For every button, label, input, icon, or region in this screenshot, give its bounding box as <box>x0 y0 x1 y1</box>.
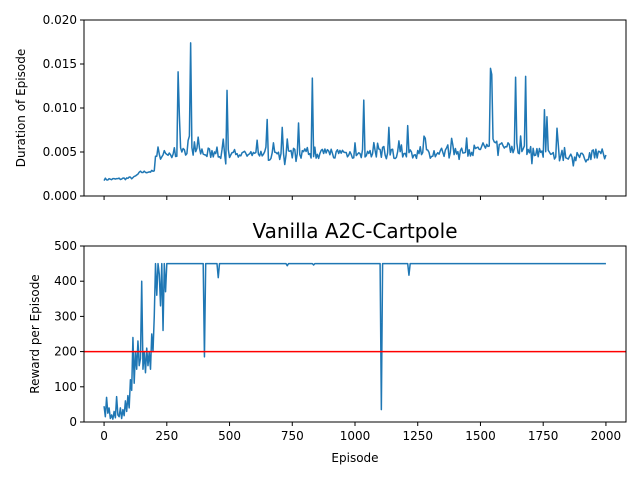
reward-subplot: Vanilla A2C-Cartpole 0 100 200 300 400 500 0 2… <box>28 219 627 465</box>
reward-y-label: Reward per Episode <box>28 274 42 393</box>
reward-x-ticks: 0 250 500 750 1000 1250 1500 1750 2000 <box>100 422 621 443</box>
reward-y-ticks: 0 100 200 300 400 500 <box>54 239 84 429</box>
reward-x-tick-label: 2000 <box>591 429 622 443</box>
reward-x-tick-label: 500 <box>218 429 241 443</box>
reward-x-tick-label: 1250 <box>402 429 433 443</box>
reward-y-tick-label: 200 <box>54 345 77 359</box>
reward-line <box>103 262 606 420</box>
reward-y-tick-label: 100 <box>54 380 77 394</box>
duration-x-ticks <box>103 196 607 200</box>
duration-y-tick-label: 0.015 <box>43 57 77 71</box>
duration-axes-frame <box>83 19 627 197</box>
reward-y-tick-label: 400 <box>54 274 77 288</box>
reward-x-tick-label: 1000 <box>340 429 371 443</box>
reward-y-tick-label: 300 <box>54 309 77 323</box>
reward-x-tick-label: 1750 <box>528 429 559 443</box>
duration-y-tick-label: 0.000 <box>43 189 77 203</box>
reward-x-label: Episode <box>331 451 378 465</box>
reward-y-tick-label: 0 <box>69 415 77 429</box>
reward-x-tick-label: 1500 <box>465 429 496 443</box>
duration-y-tick-label: 0.005 <box>43 145 77 159</box>
reward-series <box>103 262 606 420</box>
duration-y-label: Duration of Episode <box>14 49 28 167</box>
reward-x-tick-label: 0 <box>100 429 108 443</box>
reward-x-tick-label: 750 <box>281 429 304 443</box>
reward-x-tick-label: 250 <box>155 429 178 443</box>
duration-y-tick-label: 0.020 <box>43 13 77 27</box>
duration-line <box>103 42 607 181</box>
chart-title: Vanilla A2C-Cartpole <box>252 219 457 243</box>
duration-y-ticks: 0.000 0.005 0.010 0.015 0.020 <box>43 13 84 203</box>
duration-series <box>103 42 607 181</box>
reward-y-tick-label: 500 <box>54 239 77 253</box>
duration-y-tick-label: 0.010 <box>43 101 77 115</box>
duration-subplot: 0.000 0.005 0.010 0.015 0.020 Duration of Ep… <box>14 13 627 203</box>
